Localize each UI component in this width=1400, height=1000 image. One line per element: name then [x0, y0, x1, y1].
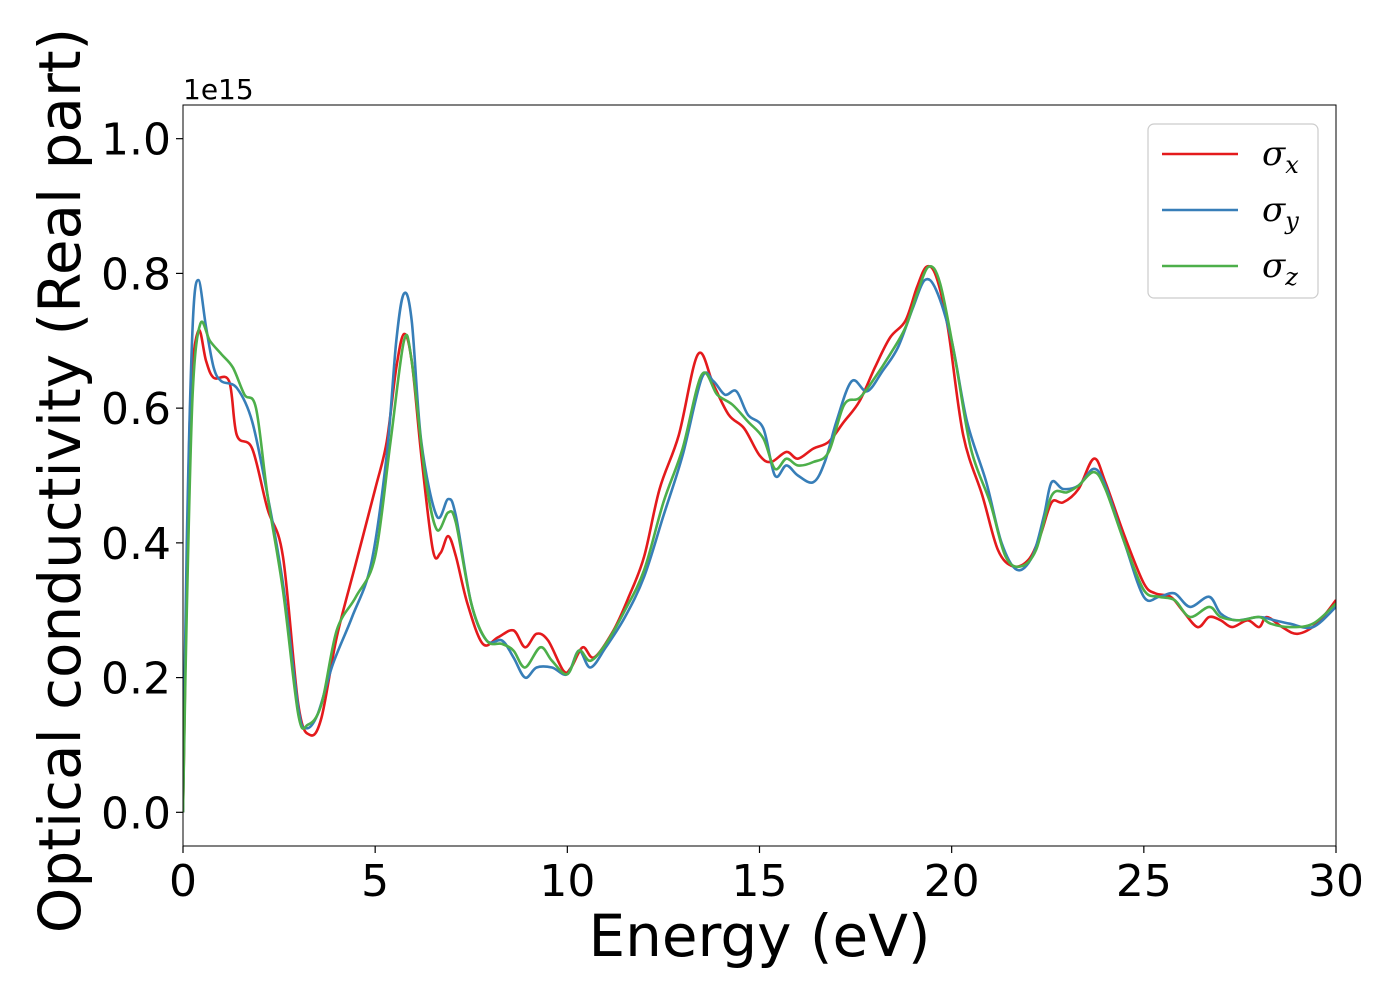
- axis-ticks: 0 5 10 15 20 25 30 0.0 0.2 0.4 0.6 0.8 1.0: [101, 115, 1364, 907]
- series-line-y: [183, 277, 1336, 813]
- y-tick-label: 0.0: [101, 788, 171, 839]
- y-tick-label: 0.8: [101, 249, 171, 300]
- x-axis-title: Energy (eV): [588, 902, 930, 970]
- x-tick-label: 30: [1308, 856, 1364, 907]
- x-tick-label: 15: [732, 856, 788, 907]
- y-axis-title: Optical conductivity (Real part): [26, 28, 94, 933]
- x-tick-label: 5: [361, 856, 389, 907]
- y-tick-label: 1.0: [101, 115, 171, 166]
- y-tick-label: 0.2: [101, 654, 171, 705]
- x-tick-label: 10: [539, 856, 595, 907]
- y-offset-label: 1e15: [183, 73, 254, 106]
- series-lines: [183, 264, 1336, 813]
- x-tick-label: 20: [924, 856, 980, 907]
- y-tick-label: 0.4: [101, 519, 171, 570]
- legend-label-z: σz: [1262, 246, 1298, 291]
- series-line-x: [183, 264, 1336, 813]
- x-tick-label: 25: [1116, 856, 1172, 907]
- y-tick-label: 0.6: [101, 384, 171, 435]
- x-tick-label: 0: [169, 856, 197, 907]
- series-line-z: [183, 264, 1336, 813]
